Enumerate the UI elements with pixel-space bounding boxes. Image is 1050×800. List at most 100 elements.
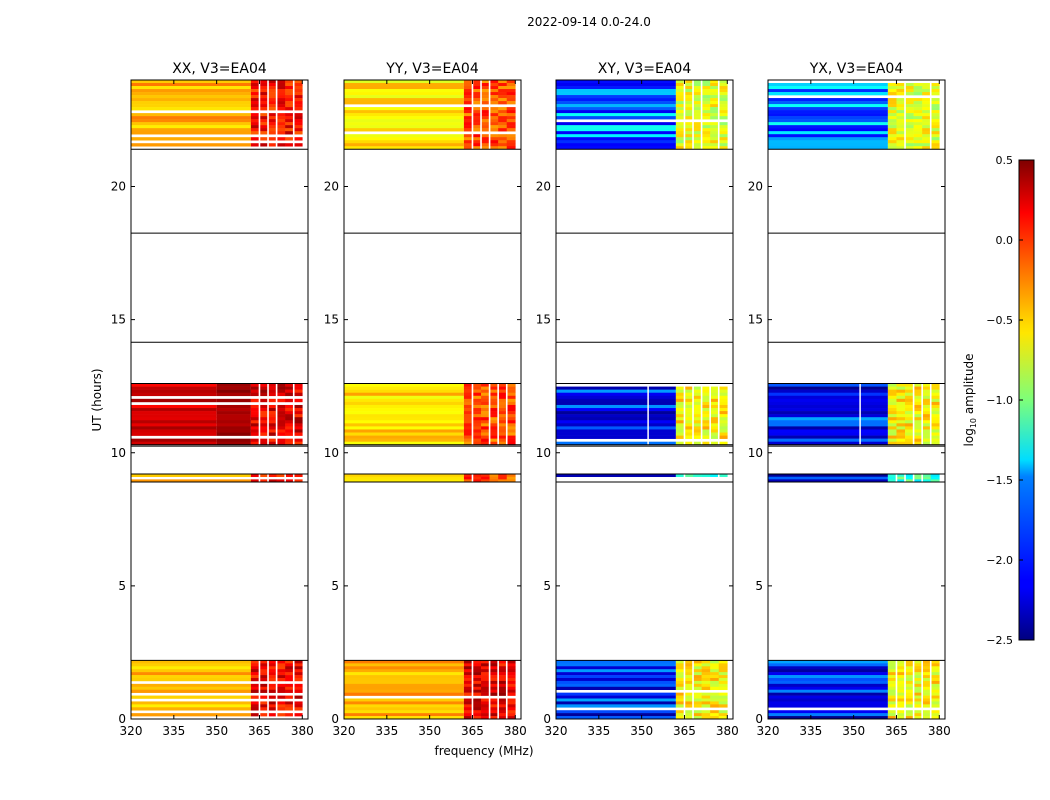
heatmap-cell: [276, 414, 286, 418]
heatmap-cell: [905, 408, 914, 412]
heatmap-cell: [268, 669, 277, 673]
heatmap-cell: [887, 474, 897, 478]
heatmap-cell: [556, 401, 676, 406]
heatmap-cell: [693, 98, 702, 102]
heatmap-cell: [905, 423, 914, 427]
heatmap-cell: [675, 698, 685, 702]
heatmap-cell: [131, 426, 217, 430]
heatmap-cell: [701, 474, 711, 478]
heatmap-cell: [701, 669, 711, 673]
heatmap-cell: [701, 122, 711, 126]
heatmap-cell: [718, 125, 728, 129]
heatmap-cell: [684, 408, 694, 412]
heatmap-cell: [293, 669, 303, 673]
heatmap-cell: [710, 441, 720, 446]
heatmap-cell: [710, 389, 720, 394]
heatmap-cell: [556, 146, 676, 150]
heatmap-cell: [268, 707, 277, 711]
heatmap-cell: [684, 686, 694, 691]
heatmap-cell: [250, 683, 260, 688]
heatmap-cell: [250, 119, 260, 123]
heatmap-cell: [285, 417, 295, 421]
heatmap-cell: [675, 408, 685, 412]
heatmap-cell: [285, 663, 295, 667]
heatmap-cell: [276, 101, 286, 105]
heatmap-cell: [922, 392, 932, 397]
heatmap-cell: [463, 404, 473, 409]
heatmap-cell: [344, 686, 464, 691]
heatmap-cell: [693, 411, 702, 415]
heatmap-cell: [556, 86, 676, 90]
heatmap-cell: [472, 110, 482, 114]
heatmap-cell: [481, 392, 490, 397]
heatmap-cell: [922, 441, 932, 446]
heatmap-cell: [896, 716, 906, 720]
heatmap-cell: [268, 432, 277, 436]
heatmap-cell: [293, 383, 303, 387]
flagged-channel: [904, 80, 906, 150]
heatmap-cell: [276, 122, 286, 126]
heatmap-cell: [276, 104, 286, 108]
heatmap-cell: [922, 432, 932, 436]
heatmap-cell: [913, 401, 923, 406]
heatmap-cell: [259, 704, 269, 708]
heatmap-cell: [268, 675, 277, 679]
heatmap-cell: [556, 666, 676, 670]
heatmap-cell: [887, 716, 897, 720]
heatmap-cell: [250, 98, 260, 102]
heatmap-cell: [693, 134, 702, 138]
heatmap-cell: [489, 710, 499, 714]
heatmap-cell: [930, 113, 940, 117]
heatmap-cell: [684, 420, 694, 424]
heatmap-cell: [131, 122, 251, 126]
heatmap-cell: [693, 677, 702, 682]
heatmap-cell: [498, 113, 508, 117]
heatmap-cell: [675, 389, 685, 394]
heatmap-cell: [481, 438, 490, 443]
heatmap-cell: [556, 107, 676, 111]
heatmap-cell: [344, 101, 464, 105]
heatmap-cell: [463, 438, 473, 443]
heatmap-cell: [498, 92, 508, 96]
heatmap-cell: [472, 137, 482, 141]
heatmap-cell: [472, 125, 482, 129]
heatmap-cell: [718, 113, 728, 117]
heatmap-cell: [344, 389, 464, 394]
heatmap-cell: [489, 411, 499, 415]
heatmap-cell: [131, 92, 251, 96]
heatmap-cell: [344, 666, 464, 670]
heatmap-cell: [887, 666, 897, 670]
heatmap-cell: [896, 98, 906, 102]
heatmap-cell: [506, 137, 516, 141]
heatmap-cell: [344, 80, 464, 84]
heatmap-cell: [285, 414, 295, 418]
heatmap-cell: [472, 134, 482, 138]
heatmap-cell: [718, 414, 728, 418]
heatmap-cell: [131, 420, 217, 424]
heatmap-cell: [922, 429, 932, 433]
heatmap-cell: [344, 479, 464, 483]
heatmap-cell: [718, 401, 728, 406]
heatmap-cell: [887, 137, 897, 141]
heatmap-cell: [498, 680, 508, 685]
heatmap-cell: [259, 389, 269, 394]
heatmap-cell: [768, 414, 888, 418]
heatmap-cell: [506, 122, 516, 126]
heatmap-cell: [718, 474, 728, 478]
heatmap-cell: [887, 386, 897, 390]
heatmap-cell: [710, 429, 720, 433]
heatmap-cell: [472, 98, 482, 102]
heatmap-cell: [905, 386, 914, 390]
heatmap-cell: [887, 140, 897, 144]
heatmap-cell: [930, 713, 940, 717]
heatmap-cell: [268, 474, 277, 478]
heatmap-cell: [268, 414, 277, 418]
heatmap-cell: [896, 92, 906, 96]
heatmap-cell: [675, 395, 685, 400]
heatmap-cell: [718, 122, 728, 126]
heatmap-cell: [285, 426, 295, 430]
heatmap-cell: [710, 686, 720, 691]
heatmap-cell: [693, 680, 702, 685]
heatmap-cell: [693, 660, 702, 664]
heatmap-cell: [556, 80, 676, 84]
